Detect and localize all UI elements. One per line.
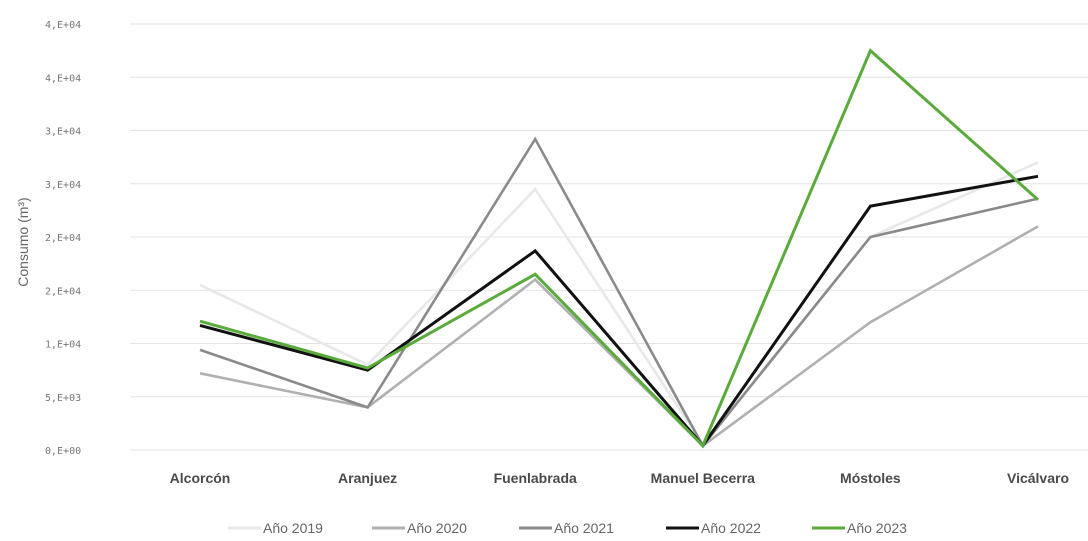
y-tick-label: 0,E+00: [45, 446, 81, 457]
series-line-a-o-2022: [199, 174, 1039, 449]
y-tick-label: 5,E+03: [45, 393, 81, 404]
y-tick-label: 4,E+04: [45, 73, 81, 84]
legend-label: Año 2022: [701, 520, 761, 536]
y-tick-label: 1,E+04: [45, 340, 81, 351]
gridlines: [130, 23, 1088, 451]
y-tick-label: 3,E+04: [45, 180, 81, 191]
series-line-a-o-2019: [199, 161, 1039, 447]
legend-label: Año 2021: [554, 520, 614, 536]
x-tick-label: Aranjuez: [338, 470, 397, 486]
x-tick-label: Manuel Becerra: [651, 470, 755, 486]
x-tick-label: Alcorcón: [170, 470, 231, 486]
series-line-a-o-2023: [199, 48, 1039, 449]
y-tick-label: 2,E+04: [45, 233, 81, 244]
legend: Año 2019 Año 2020 Año 2021 Año 2022 Año 2023: [228, 520, 907, 536]
series-line-a-o-2021: [199, 136, 1039, 449]
y-tick-label: 2,E+04: [45, 286, 81, 297]
x-axis-ticks: Alcorcón Aranjuez Fuenlabrada Manuel Becerr…: [170, 470, 1069, 486]
legend-label: Año 2019: [263, 520, 323, 536]
legend-label: Año 2023: [847, 520, 907, 536]
y-axis-label: Consumo (m³): [15, 197, 31, 286]
series-lines: [199, 48, 1039, 449]
y-tick-label: 4,E+04: [45, 20, 81, 31]
x-tick-label: Móstoles: [840, 470, 901, 486]
series-line-a-o-2020: [199, 225, 1039, 448]
legend-label: Año 2020: [407, 520, 467, 536]
y-axis-ticks: 0,E+00 5,E+03 1,E+04 2,E+04 2,E+04 3,E+04 3,E+…: [45, 20, 81, 457]
x-tick-label: Vicálvaro: [1007, 470, 1069, 486]
x-tick-label: Fuenlabrada: [494, 470, 577, 486]
y-tick-label: 3,E+04: [45, 127, 81, 138]
